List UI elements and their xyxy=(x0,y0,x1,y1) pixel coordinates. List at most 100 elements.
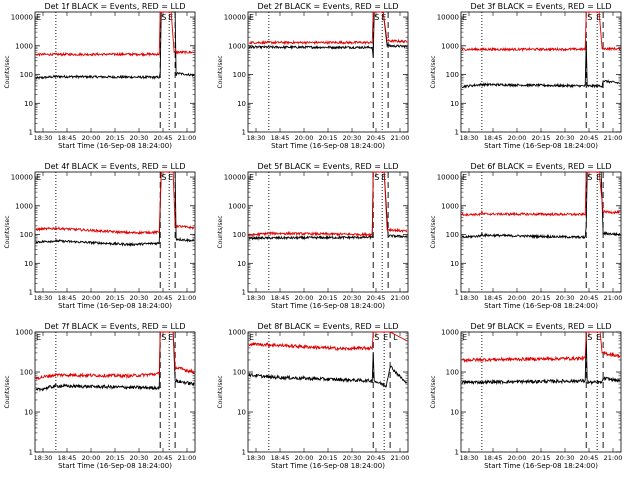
top-marker-label: E xyxy=(249,173,254,182)
x-axis-label: Start Time (16-Sep-08 18:24:00) xyxy=(58,142,172,150)
x-axis-label: Start Time (16-Sep-08 18:24:00) xyxy=(58,462,172,470)
y-tick-label: 10 xyxy=(24,260,33,268)
y-axis-label: Counts/sec xyxy=(430,55,437,88)
x-tick-label: 20:30 xyxy=(556,134,575,142)
series-line-lld xyxy=(461,331,621,363)
y-tick-label: 1000 xyxy=(15,42,33,50)
series-line-events xyxy=(248,352,408,388)
y-tick-label: 10 xyxy=(24,100,33,108)
top-marker-label: E xyxy=(381,173,386,182)
x-tick-label: 20:00 xyxy=(508,134,527,142)
y-tick-label: 10 xyxy=(24,409,33,417)
series-line-events xyxy=(461,331,621,386)
x-tick-label: 18:45 xyxy=(484,294,503,302)
chart-panel-7: Det 7f BLACK = Events, RED = LLD Counts/s… xyxy=(4,322,196,470)
chart-title: Det 2f BLACK = Events, RED = LLD xyxy=(257,2,398,11)
x-tick-label: 18:30 xyxy=(34,134,53,142)
x-tick-label: 18:45 xyxy=(271,294,290,302)
x-tick-label: 21:00 xyxy=(178,294,197,302)
x-axis-label: Start Time (16-Sep-08 18:24:00) xyxy=(58,302,172,310)
x-tick-label: 20:00 xyxy=(295,134,314,142)
top-marker-label: E xyxy=(462,173,467,182)
chart-panel-6: Det 6f BLACK = Events, RED = LLD Counts/s… xyxy=(430,162,622,310)
y-tick-label: 1 xyxy=(455,449,459,457)
x-tick-label: 18:30 xyxy=(247,294,266,302)
x-tick-label: 20:00 xyxy=(295,294,314,302)
x-tick-label: 20:15 xyxy=(532,454,551,462)
x-tick-label: 21:00 xyxy=(391,134,410,142)
top-marker-label: E xyxy=(462,333,467,342)
y-axis-label: Counts/sec xyxy=(4,215,11,248)
top-marker-label: E xyxy=(383,333,388,342)
y-tick-label: 100 xyxy=(233,231,246,239)
y-tick-label: 10 xyxy=(450,409,459,417)
chart-title: Det 6f BLACK = Events, RED = LLD xyxy=(470,162,611,171)
x-axis-label: Start Time (16-Sep-08 18:24:00) xyxy=(484,302,598,310)
x-tick-label: 20:30 xyxy=(130,294,149,302)
x-tick-label: 18:30 xyxy=(247,134,266,142)
chart-title: Det 5f BLACK = Events, RED = LLD xyxy=(257,162,398,171)
x-tick-label: 20:30 xyxy=(130,454,149,462)
x-tick-label: 20:00 xyxy=(508,454,527,462)
series-line-lld xyxy=(35,171,195,235)
x-tick-label: 18:30 xyxy=(460,294,479,302)
x-tick-label: 21:00 xyxy=(604,454,623,462)
y-tick-label: 1 xyxy=(455,289,459,297)
y-tick-label: 1 xyxy=(29,129,33,137)
chart-panel-8: Det 8f BLACK = Events, RED = LLD Counts/s… xyxy=(217,322,409,470)
top-marker-label: S xyxy=(161,333,166,342)
y-axis-label: Counts/sec xyxy=(430,215,437,248)
y-tick-label: 1000 xyxy=(228,42,246,50)
y-tick-label: 10000 xyxy=(11,174,33,182)
top-marker-label: E xyxy=(249,333,254,342)
y-tick-label: 1000 xyxy=(441,42,459,50)
y-tick-label: 100 xyxy=(20,369,33,377)
x-tick-label: 18:45 xyxy=(271,454,290,462)
x-tick-label: 20:45 xyxy=(154,454,173,462)
x-tick-label: 20:00 xyxy=(82,454,101,462)
top-marker-label: E xyxy=(596,173,601,182)
y-tick-label: 1000 xyxy=(15,202,33,210)
x-tick-label: 20:30 xyxy=(556,454,575,462)
x-tick-label: 18:45 xyxy=(484,134,503,142)
top-marker-label: S xyxy=(374,173,379,182)
series-line-lld xyxy=(248,11,408,46)
chart-title: Det 9f BLACK = Events, RED = LLD xyxy=(470,322,611,331)
x-tick-label: 18:30 xyxy=(460,454,479,462)
x-tick-label: 18:45 xyxy=(58,454,77,462)
x-tick-label: 20:30 xyxy=(343,294,362,302)
y-tick-label: 10000 xyxy=(224,14,246,22)
x-tick-label: 20:30 xyxy=(556,294,575,302)
top-marker-label: E xyxy=(36,173,41,182)
x-tick-label: 18:45 xyxy=(484,454,503,462)
y-axis-label: Counts/sec xyxy=(430,375,437,408)
series-line-lld xyxy=(461,11,621,53)
x-tick-label: 18:30 xyxy=(34,454,53,462)
x-tick-label: 21:00 xyxy=(178,134,197,142)
top-marker-label: S xyxy=(161,173,166,182)
x-tick-label: 20:45 xyxy=(580,294,599,302)
series-line-events xyxy=(35,171,195,248)
top-marker-label: E xyxy=(168,333,173,342)
x-tick-label: 20:45 xyxy=(154,134,173,142)
top-marker-label: E xyxy=(36,13,41,22)
x-tick-label: 20:45 xyxy=(580,134,599,142)
chart-panel-2: Det 2f BLACK = Events, RED = LLD Counts/s… xyxy=(217,2,409,150)
top-marker-label: S xyxy=(374,333,379,342)
y-tick-label: 10000 xyxy=(437,174,459,182)
y-tick-label: 100 xyxy=(20,71,33,79)
y-axis-label: Counts/sec xyxy=(217,375,224,408)
y-tick-label: 100 xyxy=(446,369,459,377)
y-tick-label: 1000 xyxy=(228,329,246,337)
x-tick-label: 21:00 xyxy=(604,294,623,302)
x-axis-label: Start Time (16-Sep-08 18:24:00) xyxy=(484,462,598,470)
x-tick-label: 20:00 xyxy=(295,454,314,462)
top-marker-label: E xyxy=(249,13,254,22)
top-marker-label: S xyxy=(374,13,379,22)
x-tick-label: 20:30 xyxy=(343,454,362,462)
plot-frame xyxy=(34,331,196,453)
y-axis-label: Counts/sec xyxy=(4,55,11,88)
x-tick-label: 20:00 xyxy=(82,294,101,302)
top-marker-label: E xyxy=(36,333,41,342)
y-tick-label: 100 xyxy=(446,71,459,79)
